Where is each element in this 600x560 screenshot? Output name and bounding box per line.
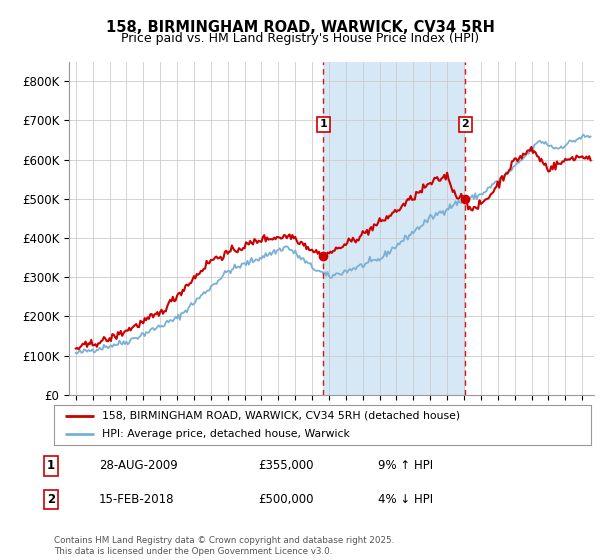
Bar	[323, 62, 466, 395]
Text: £355,000: £355,000	[258, 459, 314, 473]
Text: Price paid vs. HM Land Registry's House Price Index (HPI): Price paid vs. HM Land Registry's House …	[121, 32, 479, 45]
Text: 28-AUG-2009: 28-AUG-2009	[99, 459, 178, 473]
Text: 9% ↑ HPI: 9% ↑ HPI	[378, 459, 433, 473]
Text: 15-FEB-2018: 15-FEB-2018	[99, 493, 175, 506]
Text: 158, BIRMINGHAM ROAD, WARWICK, CV34 5RH: 158, BIRMINGHAM ROAD, WARWICK, CV34 5RH	[106, 20, 494, 35]
Text: 1: 1	[47, 459, 55, 473]
Text: 2: 2	[461, 119, 469, 129]
Text: 1: 1	[319, 119, 327, 129]
Text: HPI: Average price, detached house, Warwick: HPI: Average price, detached house, Warw…	[103, 430, 350, 439]
Text: 158, BIRMINGHAM ROAD, WARWICK, CV34 5RH (detached house): 158, BIRMINGHAM ROAD, WARWICK, CV34 5RH …	[103, 411, 460, 421]
Text: 2: 2	[47, 493, 55, 506]
Text: £500,000: £500,000	[258, 493, 314, 506]
Text: 4% ↓ HPI: 4% ↓ HPI	[378, 493, 433, 506]
Text: Contains HM Land Registry data © Crown copyright and database right 2025.
This d: Contains HM Land Registry data © Crown c…	[54, 536, 394, 556]
